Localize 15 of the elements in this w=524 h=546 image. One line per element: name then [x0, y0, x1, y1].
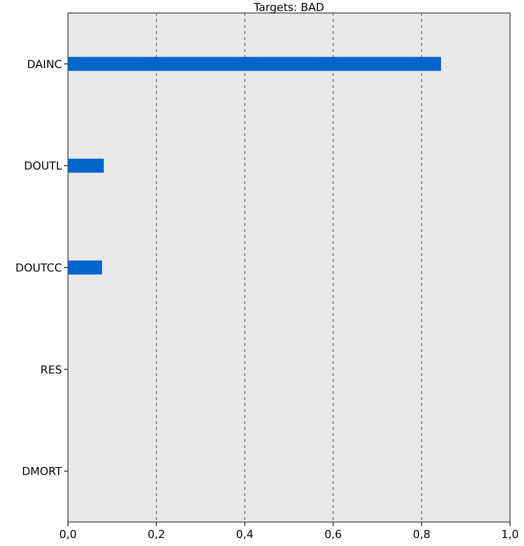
- x-tick-label: 0,0: [59, 528, 77, 541]
- bar: [68, 158, 104, 173]
- x-tick-label: 1,0: [501, 528, 519, 541]
- y-tick-label: DAINC: [27, 58, 62, 71]
- x-tick-label: 0,8: [412, 528, 430, 541]
- y-tick-label: DOUTCC: [15, 262, 62, 274]
- x-tick-label: 0,6: [324, 528, 342, 541]
- y-tick-label: RES: [40, 363, 62, 376]
- x-tick-label: 0,2: [148, 528, 166, 541]
- bar: [68, 260, 102, 274]
- chart-title: Targets: BAD: [252, 1, 324, 14]
- y-tick-label: DOUTL: [24, 160, 63, 173]
- bar: [68, 56, 442, 71]
- y-tick-label: DMORT: [22, 465, 62, 478]
- x-tick-label: 0,4: [236, 528, 254, 541]
